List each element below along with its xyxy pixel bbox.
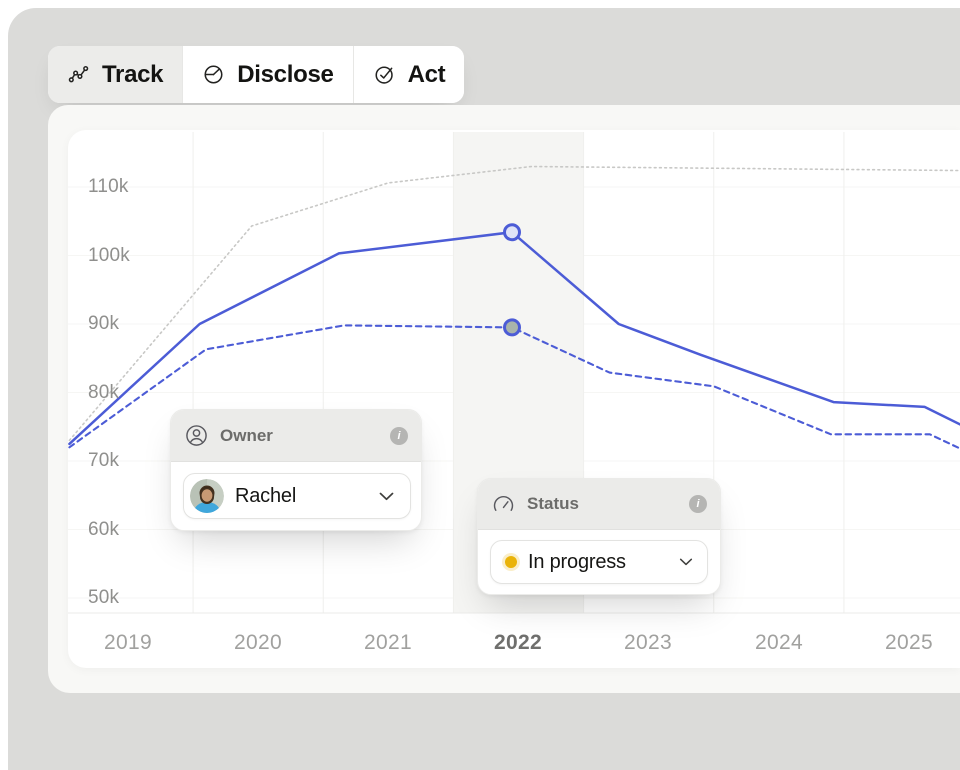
data-point-marker-projected[interactable] — [503, 318, 522, 337]
y-axis-tick: 80k — [88, 381, 120, 403]
owner-card-title: Owner — [220, 425, 273, 445]
status-select[interactable]: In progress — [490, 540, 708, 584]
data-point-marker-actual[interactable] — [503, 223, 522, 242]
chevron-down-icon — [679, 558, 693, 566]
owner-avatar — [190, 479, 224, 513]
tab-track-label: Track — [102, 60, 164, 88]
pie-chart-icon — [202, 63, 225, 86]
y-axis-tick: 90k — [88, 313, 120, 334]
status-card-title: Status — [527, 494, 579, 513]
chart-panel: 110k 100k 90k 80k 70k 60k 50k 2019 2020 … — [48, 105, 960, 693]
x-axis-label-2021: 2021 — [364, 631, 412, 654]
y-axis-tick: 60k — [88, 518, 120, 540]
chevron-down-icon — [379, 492, 394, 501]
x-axis-label-2022-active: 2022 — [494, 631, 542, 654]
x-axis-label-2023: 2023 — [624, 631, 672, 654]
status-card-body: In progress — [478, 530, 720, 594]
y-axis-tick: 110k — [88, 176, 129, 197]
track-icon — [67, 63, 90, 86]
owner-card-header: Owner i — [171, 410, 421, 462]
goal-check-icon — [373, 63, 396, 86]
app-surface: Track Disclose Act — [8, 8, 960, 770]
tab-track[interactable]: Track — [48, 46, 184, 103]
person-circle-icon — [184, 423, 209, 448]
gauge-icon — [491, 492, 516, 517]
status-filter-card: Status i In progress — [477, 478, 721, 595]
owner-selected-value: Rachel — [235, 484, 297, 507]
owner-select[interactable]: Rachel — [183, 473, 411, 519]
info-icon[interactable]: i — [390, 426, 408, 445]
owner-filter-card: Owner i — [170, 409, 422, 531]
x-axis-label-2019: 2019 — [104, 631, 152, 654]
tab-bar: Track Disclose Act — [48, 46, 465, 103]
series-line-actual — [68, 230, 960, 446]
x-axis-label-2025: 2025 — [885, 631, 933, 654]
tab-disclose[interactable]: Disclose — [183, 46, 354, 103]
series-line-projected — [68, 324, 960, 450]
y-axis-tick: 50k — [88, 587, 120, 608]
x-axis-label-2024: 2024 — [755, 631, 803, 654]
y-axis-tick: 70k — [88, 450, 120, 471]
tab-disclose-label: Disclose — [237, 60, 334, 88]
status-card-header: Status i — [478, 479, 720, 530]
status-selected-value: In progress — [528, 550, 626, 573]
tab-act-label: Act — [407, 60, 446, 88]
tab-act[interactable]: Act — [353, 46, 465, 103]
owner-card-body: Rachel — [171, 462, 421, 530]
y-axis-tick: 100k — [88, 244, 131, 266]
info-icon[interactable]: i — [689, 495, 707, 513]
series-line-benchmark — [68, 165, 960, 442]
status-dot-icon — [505, 556, 517, 568]
x-axis-label-2020: 2020 — [234, 631, 282, 654]
